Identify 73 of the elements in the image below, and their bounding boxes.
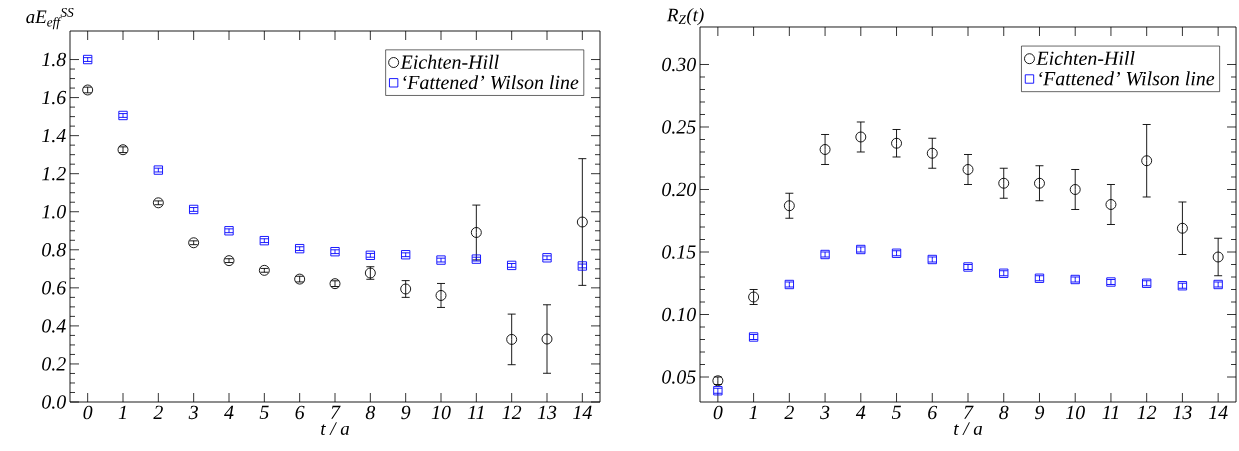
x-tick-label: 8 xyxy=(365,405,376,420)
point xyxy=(1069,184,1081,195)
y-axis-title: aE$_{eff}$SS xyxy=(26,8,74,30)
y-tick-label: 0.05 xyxy=(662,370,696,384)
x-tick-label: 10 xyxy=(1065,405,1085,420)
y-tick-label: 0.6 xyxy=(42,281,67,295)
y-tick-label: 1.0 xyxy=(42,204,66,219)
x-axis-title: t / a xyxy=(954,422,983,435)
point xyxy=(435,290,447,301)
point xyxy=(223,255,235,267)
x-tick-label: 10 xyxy=(431,405,451,420)
x-tick-label: 2 xyxy=(153,405,163,419)
x-tick-label: 5 xyxy=(891,405,901,419)
x-tick-label: 3 xyxy=(820,405,830,420)
y-tick-label: 0.10 xyxy=(662,307,696,322)
x-tick-label: 4 xyxy=(855,405,866,419)
x-tick-label: 6 xyxy=(928,405,938,420)
x-tick-label: 13 xyxy=(537,405,557,420)
point xyxy=(926,147,938,159)
x-tick-label: 14 xyxy=(1208,405,1228,419)
point xyxy=(962,164,974,175)
x-tick-label: 9 xyxy=(401,405,411,420)
point xyxy=(541,333,553,345)
y-tick-label: 0.30 xyxy=(662,57,696,72)
point xyxy=(1176,222,1188,234)
point xyxy=(1141,155,1153,167)
point xyxy=(1105,199,1117,210)
point xyxy=(998,177,1010,189)
legend-label: ‘Fattened’ Wilson line xyxy=(1039,71,1215,86)
x-tick-label: 0 xyxy=(713,405,723,420)
y-tick-label: 0.20 xyxy=(662,182,696,197)
y-tick-label: 1.2 xyxy=(42,166,66,181)
legend-label: ‘Fattened’ Wilson line xyxy=(403,75,579,90)
y-axis-title: R$_{Z}$(t) xyxy=(666,8,704,26)
point xyxy=(1034,177,1045,189)
point xyxy=(470,227,482,238)
x-tick-label: 11 xyxy=(1102,405,1119,419)
x-tick-label: 13 xyxy=(1173,405,1192,420)
x-tick-label: 0 xyxy=(83,405,93,420)
legend-label: Eichten-Hill xyxy=(400,54,499,69)
point xyxy=(1212,251,1224,263)
x-tick-label: 11 xyxy=(467,405,484,419)
x-tick-label: 2 xyxy=(784,405,794,419)
x-tick-label: 9 xyxy=(1035,405,1045,420)
y-tick-label: 0.15 xyxy=(662,245,696,259)
x-tick-label: 7 xyxy=(964,405,974,419)
x-tick-label: 12 xyxy=(502,405,522,419)
point xyxy=(576,216,588,228)
x-tick-label: 12 xyxy=(1137,405,1157,419)
x-tick-label: 6 xyxy=(295,405,305,420)
y-tick-label: 1.8 xyxy=(42,52,66,67)
legend-label: Eichten-Hill xyxy=(1036,51,1135,66)
x-tick-label: 1 xyxy=(749,405,757,419)
point xyxy=(891,137,902,149)
point xyxy=(506,333,518,345)
x-tick-label: 4 xyxy=(224,405,234,419)
x-tick-label: 8 xyxy=(999,405,1009,420)
point xyxy=(783,200,795,212)
y-tick-label: 0.4 xyxy=(42,319,66,333)
y-tick-label: 1.6 xyxy=(42,90,67,105)
x-axis-title: t / a xyxy=(321,422,349,435)
y-tick-label: 0.2 xyxy=(42,357,66,371)
point xyxy=(855,131,867,143)
x-tick-label: 3 xyxy=(188,405,198,420)
y-tick-label: 1.4 xyxy=(42,128,66,143)
x-tick-label: 1 xyxy=(118,405,126,419)
y-tick-label: 0.25 xyxy=(662,120,696,134)
x-tick-label: 14 xyxy=(573,405,592,419)
x-tick-label: 7 xyxy=(331,405,341,419)
x-tick-label: 5 xyxy=(259,405,269,419)
y-tick-label: 0.0 xyxy=(42,395,66,409)
y-tick-label: 0.8 xyxy=(42,243,66,257)
point xyxy=(819,144,831,155)
